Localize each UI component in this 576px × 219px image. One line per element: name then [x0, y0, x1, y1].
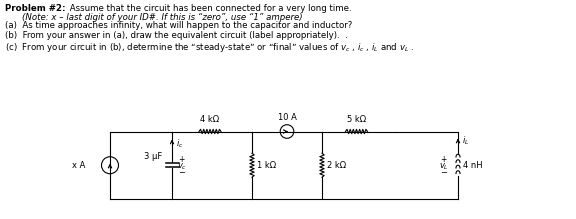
Text: 10 A: 10 A [278, 113, 297, 122]
Text: (a)  As time approaches infinity, what will happen to the capacitor and inductor: (a) As time approaches infinity, what wi… [5, 21, 353, 30]
Text: (b)  From your answer in (a), draw the equivalent circuit (label appropriately).: (b) From your answer in (a), draw the eq… [5, 32, 348, 41]
Text: $v_L$: $v_L$ [439, 161, 449, 171]
Text: 1 kΩ: 1 kΩ [257, 161, 276, 170]
Text: 4 kΩ: 4 kΩ [200, 115, 219, 124]
Text: (c)  From your circuit in (b), determine the “steady-state” or “final” values of: (c) From your circuit in (b), determine … [5, 41, 414, 55]
Text: 2 kΩ: 2 kΩ [327, 161, 346, 170]
Text: −: − [440, 168, 447, 177]
Text: x A: x A [71, 161, 85, 170]
Text: Problem #2:: Problem #2: [5, 4, 66, 12]
Text: $i_L$: $i_L$ [462, 134, 469, 147]
Text: +: + [178, 155, 184, 164]
Text: +: + [440, 155, 446, 164]
Text: 3 μF: 3 μF [144, 152, 162, 161]
Text: $v_c$: $v_c$ [177, 161, 187, 171]
Text: 4 nH: 4 nH [463, 161, 483, 170]
Text: Assume that the circuit has been connected for a very long time.: Assume that the circuit has been connect… [67, 4, 351, 12]
Text: 5 kΩ: 5 kΩ [347, 115, 366, 124]
Text: (Note: x – last digit of your ID#. If this is “zero”, use “1” ampere): (Note: x – last digit of your ID#. If th… [22, 12, 302, 21]
Text: $i_c$: $i_c$ [176, 138, 184, 150]
Text: −: − [178, 168, 185, 177]
